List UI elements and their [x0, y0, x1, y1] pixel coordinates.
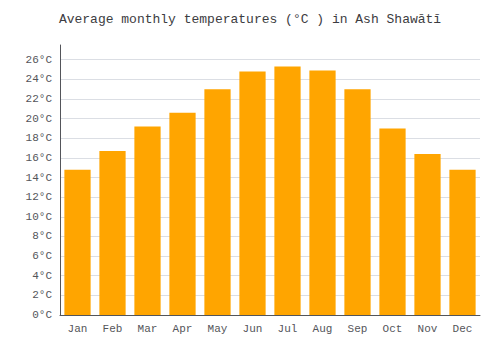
svg-text:14°C: 14°C	[26, 172, 53, 184]
svg-text:Jan: Jan	[68, 323, 88, 335]
svg-text:8°C: 8°C	[32, 230, 52, 242]
svg-text:10°C: 10°C	[26, 211, 53, 223]
svg-text:Jun: Jun	[243, 323, 263, 335]
svg-text:Dec: Dec	[453, 323, 473, 335]
svg-text:Mar: Mar	[138, 323, 158, 335]
svg-text:26°C: 26°C	[26, 54, 53, 66]
svg-text:Apr: Apr	[173, 323, 193, 335]
svg-text:Feb: Feb	[103, 323, 123, 335]
svg-text:12°C: 12°C	[26, 191, 53, 203]
svg-text:Aug: Aug	[313, 323, 333, 335]
svg-text:24°C: 24°C	[26, 73, 53, 85]
svg-text:6°C: 6°C	[32, 250, 52, 262]
svg-text:2°C: 2°C	[32, 289, 52, 301]
svg-text:Jul: Jul	[278, 323, 298, 335]
svg-text:18°C: 18°C	[26, 132, 53, 144]
svg-text:0°C: 0°C	[32, 309, 52, 321]
svg-text:Oct: Oct	[383, 323, 403, 335]
svg-text:Sep: Sep	[348, 323, 368, 335]
svg-text:Nov: Nov	[418, 323, 438, 335]
svg-text:22°C: 22°C	[26, 93, 53, 105]
svg-text:4°C: 4°C	[32, 270, 52, 282]
svg-text:May: May	[208, 323, 228, 335]
svg-text:16°C: 16°C	[26, 152, 53, 164]
svg-text:20°C: 20°C	[26, 113, 53, 125]
svg-text:Average monthly temperatures (: Average monthly temperatures (°C ) in As…	[59, 12, 441, 27]
